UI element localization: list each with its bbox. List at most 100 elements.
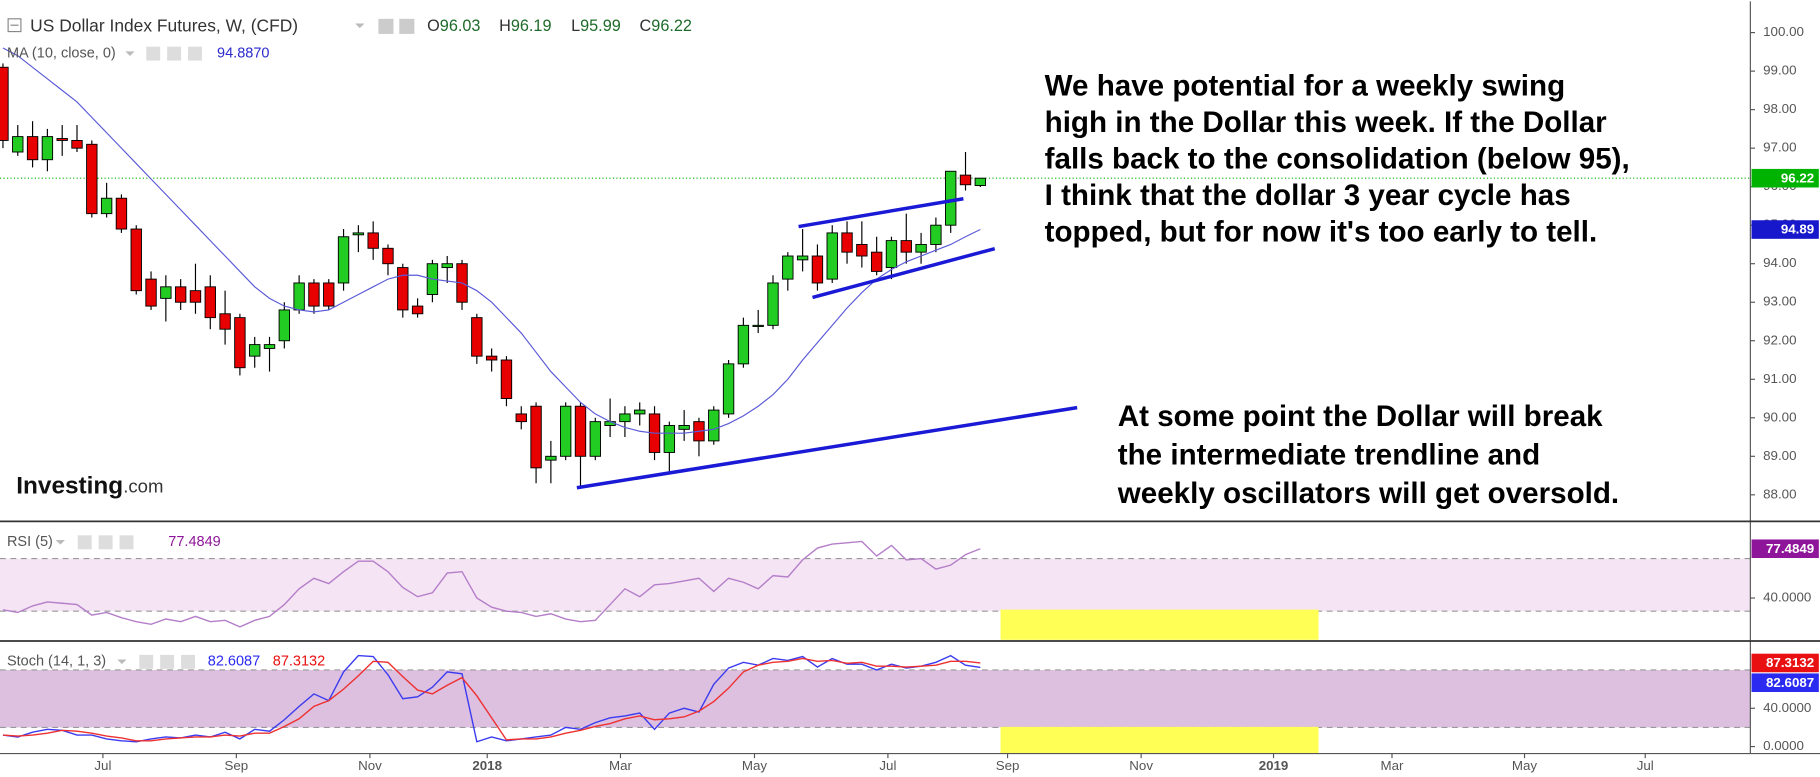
visibility-icon[interactable] <box>139 654 154 669</box>
price-tag-label: 87.3132 <box>1766 655 1814 670</box>
candle-body <box>234 317 246 369</box>
candle-body <box>619 413 631 423</box>
candle-body <box>678 425 690 430</box>
candle-body <box>471 317 483 357</box>
candle-body <box>293 282 305 311</box>
annotation-text: weekly oscillators will get oversold. <box>1117 477 1619 510</box>
annotation-layer: We have potential for a weekly swing high… <box>1045 69 1630 509</box>
x-tick-label: Sep <box>224 758 248 773</box>
visibility-icon[interactable] <box>77 535 92 550</box>
candle-body <box>367 232 379 249</box>
settings-icon[interactable] <box>98 535 113 550</box>
dropdown-icon[interactable] <box>355 23 365 29</box>
band-layer <box>0 557 1751 728</box>
candle-body <box>634 409 646 415</box>
candle-body <box>841 232 853 253</box>
candle-body <box>145 278 157 307</box>
channel-bottom <box>812 246 996 300</box>
annotation-text: topped, but for now it's too early to te… <box>1045 216 1598 249</box>
candle-body <box>885 240 898 269</box>
y-tick-label: 91.00 <box>1763 371 1796 386</box>
y-tick-label: 100.00 <box>1763 24 1804 39</box>
candle-body <box>559 405 572 457</box>
candle-body <box>485 355 498 361</box>
candle-body <box>811 255 824 284</box>
x-tick-label: 2019 <box>1259 758 1289 773</box>
remove-icon[interactable] <box>188 46 202 61</box>
candle-body <box>174 286 187 303</box>
ohlc-item: C96.22 <box>640 17 692 35</box>
settings-icon[interactable] <box>160 654 175 669</box>
candle-body <box>870 251 883 272</box>
candle-body <box>130 228 142 292</box>
candle-body <box>26 136 39 161</box>
candle-body <box>974 177 987 186</box>
x-tick-label: Sep <box>996 758 1020 773</box>
x-tick-label: Jul <box>1637 758 1654 773</box>
candle-body <box>545 455 557 461</box>
candle-body <box>71 139 83 149</box>
stoch-d-legend-value: 87.3132 <box>273 654 325 670</box>
y-tick-label: 88.00 <box>1763 486 1796 501</box>
y-tick-label: 99.00 <box>1763 63 1796 78</box>
x-tick-label: Nov <box>1129 758 1153 773</box>
candle-body <box>782 255 794 280</box>
visibility-icon[interactable] <box>146 46 161 61</box>
price-tag <box>1751 653 1819 673</box>
candle-body <box>41 136 54 161</box>
remove-icon[interactable] <box>181 654 195 669</box>
candle-body <box>337 236 350 284</box>
ohlc-label: O <box>427 17 440 35</box>
x-tick-label: 2018 <box>472 758 502 773</box>
trendline <box>576 405 1078 490</box>
price-tag <box>1751 168 1819 188</box>
annotation-text: falls back to the consolidation (below 9… <box>1045 143 1630 176</box>
ohlc-value: 96.22 <box>651 17 692 35</box>
rsi-legend-value: 77.4849 <box>168 534 220 550</box>
candle-body <box>959 174 972 186</box>
candle-body <box>767 282 779 326</box>
dropdown-icon[interactable] <box>55 539 65 545</box>
annotation-text: We have potential for a weekly swing <box>1045 69 1566 102</box>
candle-body <box>56 138 68 141</box>
candle-body <box>589 421 601 457</box>
candle-body <box>708 409 720 442</box>
ma-legend-value: 94.8870 <box>217 45 269 61</box>
candle-body <box>160 286 172 299</box>
price-tag-label: 82.6087 <box>1766 675 1814 690</box>
dropdown-icon[interactable] <box>117 659 127 665</box>
rsi-legend: RSI (5) <box>7 534 53 550</box>
ohlc-label: L <box>571 17 580 35</box>
series-line <box>2 540 981 628</box>
watermark: Investing.com <box>16 473 163 500</box>
settings-icon[interactable] <box>167 46 182 61</box>
band <box>0 669 1751 728</box>
band <box>0 558 1751 612</box>
collapse-icon[interactable] <box>7 18 22 33</box>
y-tick-label: 90.00 <box>1763 409 1796 424</box>
candle-body <box>189 290 202 303</box>
candle-body <box>382 247 394 265</box>
y-tick-label: 89.00 <box>1763 448 1796 463</box>
ohlc-value: 95.99 <box>580 17 621 35</box>
candle-body <box>856 243 868 257</box>
dropdown-icon[interactable] <box>125 51 135 56</box>
stoch-k-legend-value: 82.6087 <box>208 654 260 670</box>
ohlc-label: C <box>640 17 652 35</box>
axis-layer: 88.0089.0090.0091.0092.0093.0094.0095.00… <box>94 24 1819 773</box>
settings-icon[interactable] <box>399 18 415 34</box>
price-tag <box>1751 539 1819 559</box>
x-tick-label: Jul <box>94 758 111 773</box>
candle-body <box>263 344 276 349</box>
candle-body <box>441 263 453 269</box>
y-tick-label: 97.00 <box>1763 140 1796 155</box>
candle-body <box>530 405 542 469</box>
candle-body <box>323 282 335 307</box>
remove-icon[interactable] <box>119 535 134 550</box>
annotation-text: the intermediate trendline and <box>1118 439 1540 472</box>
settings-icon[interactable] <box>378 18 394 34</box>
candle-body <box>826 232 838 280</box>
